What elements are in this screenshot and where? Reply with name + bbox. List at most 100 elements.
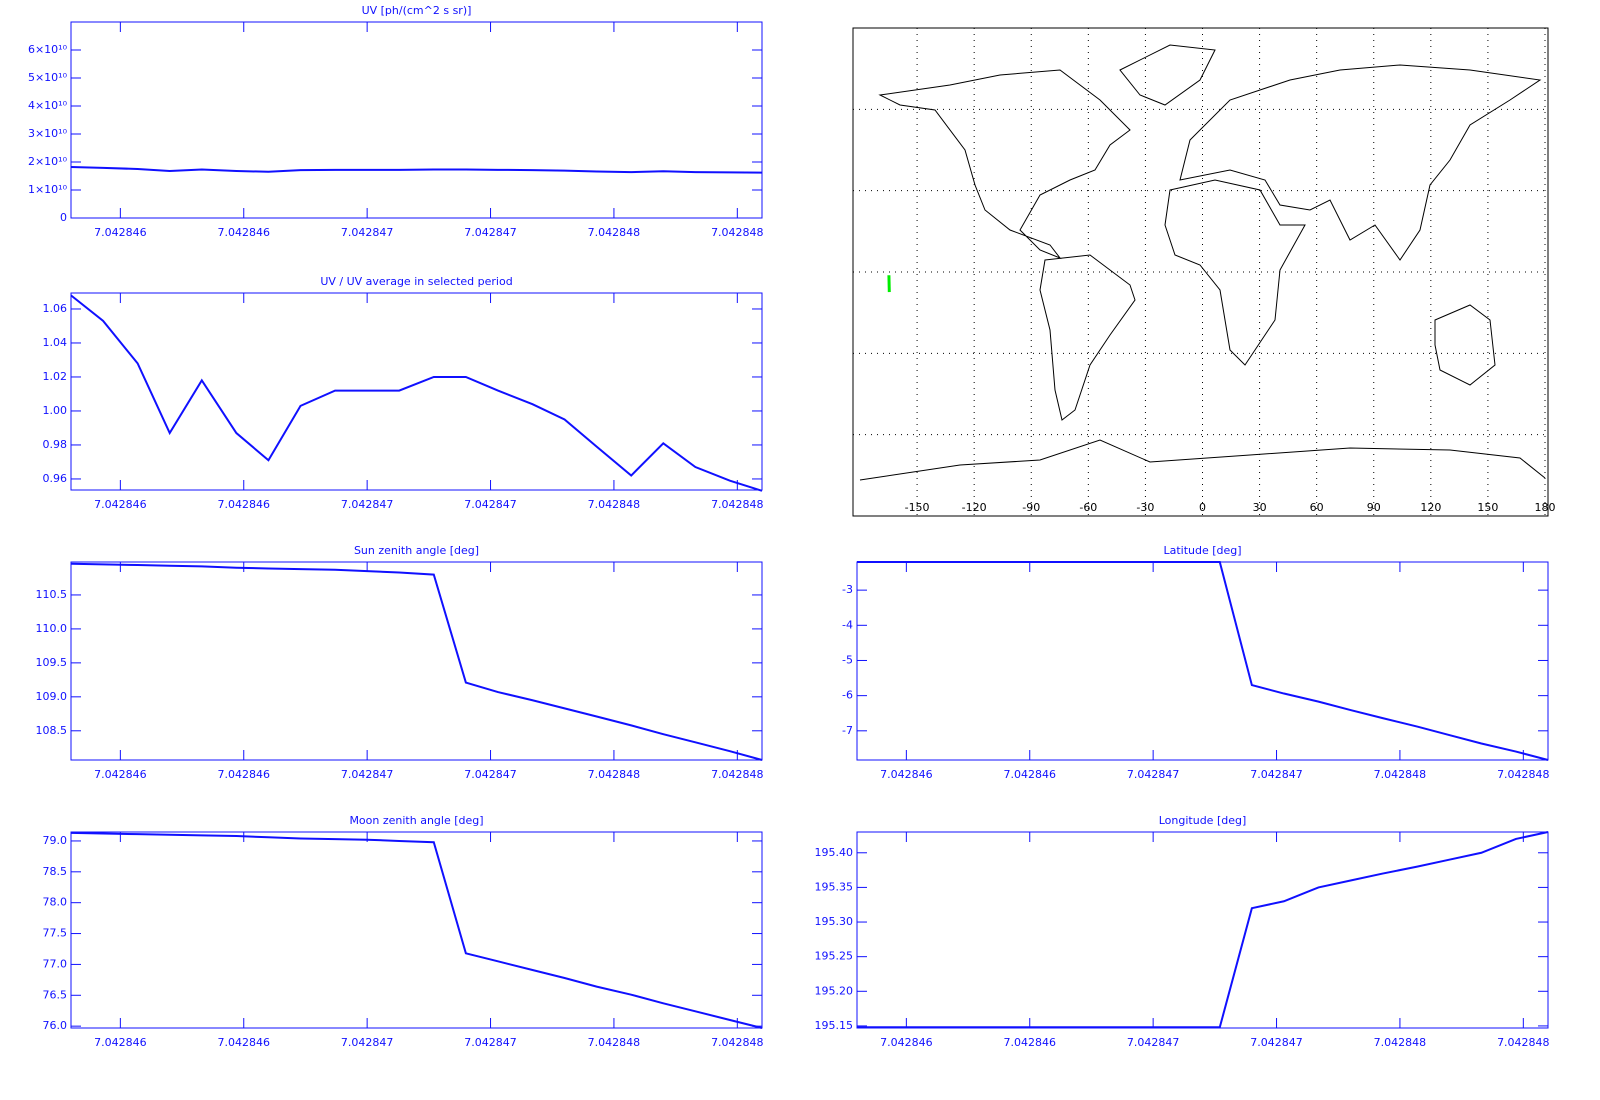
data-line bbox=[70, 166, 763, 174]
data-line bbox=[857, 561, 1549, 761]
map-coastlines bbox=[852, 27, 1549, 517]
y-tick-label: 1.04 bbox=[43, 336, 68, 349]
x-tick-label: 7.042847 bbox=[341, 1036, 394, 1049]
plot-frame bbox=[856, 561, 1549, 761]
y-tick-label: 76.5 bbox=[43, 988, 68, 1001]
coastline bbox=[1164, 179, 1306, 366]
x-tick-label: 7.042846 bbox=[218, 768, 271, 781]
y-tick-label: 2×10¹⁰ bbox=[28, 155, 68, 168]
y-tick-label: 195.35 bbox=[815, 880, 854, 893]
y-tick-label: 1×10¹⁰ bbox=[28, 183, 68, 196]
y-tick-label: 110.5 bbox=[36, 588, 68, 601]
x-tick-label: 7.042848 bbox=[1497, 768, 1550, 781]
y-tick-label: 195.20 bbox=[815, 984, 854, 997]
y-tick-label: 1.06 bbox=[43, 302, 68, 315]
x-tick-label: 7.042846 bbox=[94, 768, 147, 781]
plot-frame bbox=[70, 561, 763, 761]
x-tick-label: 7.042848 bbox=[588, 1036, 641, 1049]
x-tick-label: 7.042847 bbox=[341, 768, 394, 781]
x-tick-label: 7.042846 bbox=[880, 1036, 933, 1049]
x-tick-label: 7.042846 bbox=[218, 1036, 271, 1049]
coastline bbox=[1179, 64, 1542, 261]
x-tick-label: 7.042846 bbox=[218, 226, 271, 239]
x-tick-label: 7.042848 bbox=[588, 226, 641, 239]
y-tick-label: 78.5 bbox=[43, 865, 68, 878]
y-tick-label: 3×10¹⁰ bbox=[28, 127, 68, 140]
x-tick-label: 7.042846 bbox=[218, 498, 271, 511]
x-tick-label: 7.042847 bbox=[464, 498, 517, 511]
y-tick-label: 1.02 bbox=[43, 370, 68, 383]
x-tick-label: 7.042848 bbox=[588, 498, 641, 511]
y-tick-label: 77.0 bbox=[43, 957, 68, 970]
plot-frame bbox=[70, 292, 763, 491]
chart-title: Sun zenith angle [deg] bbox=[354, 544, 479, 557]
y-tick-label: -3 bbox=[842, 583, 853, 596]
y-tick-label: -5 bbox=[842, 653, 853, 666]
x-tick-label: 7.042846 bbox=[94, 226, 147, 239]
x-tick-label: 7.042848 bbox=[711, 1036, 764, 1049]
y-tick-label: 109.5 bbox=[36, 656, 68, 669]
x-tick-label: 7.042847 bbox=[464, 226, 517, 239]
x-tick-label: 60 bbox=[1310, 501, 1324, 514]
y-tick-label: 108.5 bbox=[36, 724, 68, 737]
y-tick-label: 109.0 bbox=[36, 690, 68, 703]
x-tick-label: 150 bbox=[1477, 501, 1498, 514]
y-tick-label: 78.0 bbox=[43, 896, 68, 909]
y-tick-label: 77.5 bbox=[43, 927, 68, 940]
x-tick-label: 120 bbox=[1420, 501, 1441, 514]
coastline bbox=[1434, 304, 1496, 386]
y-tick-label: 1.00 bbox=[43, 404, 68, 417]
x-tick-label: 7.042848 bbox=[711, 498, 764, 511]
plot-frame bbox=[70, 21, 763, 219]
y-tick-label: 195.30 bbox=[815, 915, 854, 928]
x-tick-label: 7.042846 bbox=[94, 498, 147, 511]
x-tick-label: 7.042847 bbox=[464, 1036, 517, 1049]
x-tick-label: 7.042847 bbox=[341, 498, 394, 511]
y-tick-label: 195.40 bbox=[815, 846, 854, 859]
x-tick-label: -30 bbox=[1136, 501, 1154, 514]
x-tick-label: 7.042847 bbox=[1127, 1036, 1180, 1049]
y-tick-label: -7 bbox=[842, 724, 853, 737]
x-tick-label: 180 bbox=[1535, 501, 1556, 514]
x-tick-label: 30 bbox=[1253, 501, 1267, 514]
data-line bbox=[70, 294, 763, 492]
x-tick-label: 7.042846 bbox=[1004, 1036, 1057, 1049]
y-tick-label: 110.0 bbox=[36, 622, 68, 635]
y-tick-label: 76.0 bbox=[43, 1019, 68, 1032]
y-tick-label: 195.15 bbox=[815, 1019, 854, 1032]
x-tick-label: -90 bbox=[1022, 501, 1040, 514]
coastline bbox=[1039, 254, 1136, 421]
x-tick-label: -120 bbox=[962, 501, 987, 514]
x-tick-label: 7.042848 bbox=[1497, 1036, 1550, 1049]
chart-title: UV [ph/(cm^2 s sr)] bbox=[362, 4, 472, 17]
x-tick-label: 7.042847 bbox=[341, 226, 394, 239]
y-tick-label: -4 bbox=[842, 618, 853, 631]
data-line bbox=[857, 831, 1549, 1029]
x-tick-label: 7.042847 bbox=[1127, 768, 1180, 781]
x-tick-label: 7.042846 bbox=[94, 1036, 147, 1049]
x-tick-label: 7.042847 bbox=[464, 768, 517, 781]
x-tick-label: -150 bbox=[905, 501, 930, 514]
y-tick-label: -6 bbox=[842, 689, 853, 702]
data-line bbox=[70, 562, 763, 761]
plot-frame bbox=[70, 831, 763, 1029]
x-tick-label: 0 bbox=[1199, 501, 1206, 514]
chart-title: Moon zenith angle [deg] bbox=[349, 814, 483, 827]
y-tick-label: 4×10¹⁰ bbox=[28, 99, 68, 112]
y-tick-label: 5×10¹⁰ bbox=[28, 71, 68, 84]
x-tick-label: 7.042847 bbox=[1250, 768, 1303, 781]
x-tick-label: -60 bbox=[1079, 501, 1097, 514]
x-tick-label: 7.042846 bbox=[1004, 768, 1057, 781]
coastline bbox=[859, 439, 1546, 481]
x-tick-label: 7.042848 bbox=[711, 768, 764, 781]
data-line bbox=[70, 831, 763, 1029]
y-tick-label: 195.25 bbox=[815, 950, 854, 963]
x-tick-label: 7.042846 bbox=[880, 768, 933, 781]
x-tick-label: 7.042848 bbox=[588, 768, 641, 781]
x-tick-label: 90 bbox=[1367, 501, 1381, 514]
chart-title: UV / UV average in selected period bbox=[320, 275, 512, 288]
x-tick-label: 7.042848 bbox=[711, 226, 764, 239]
x-tick-label: 7.042848 bbox=[1374, 768, 1427, 781]
coastline bbox=[878, 69, 1131, 260]
